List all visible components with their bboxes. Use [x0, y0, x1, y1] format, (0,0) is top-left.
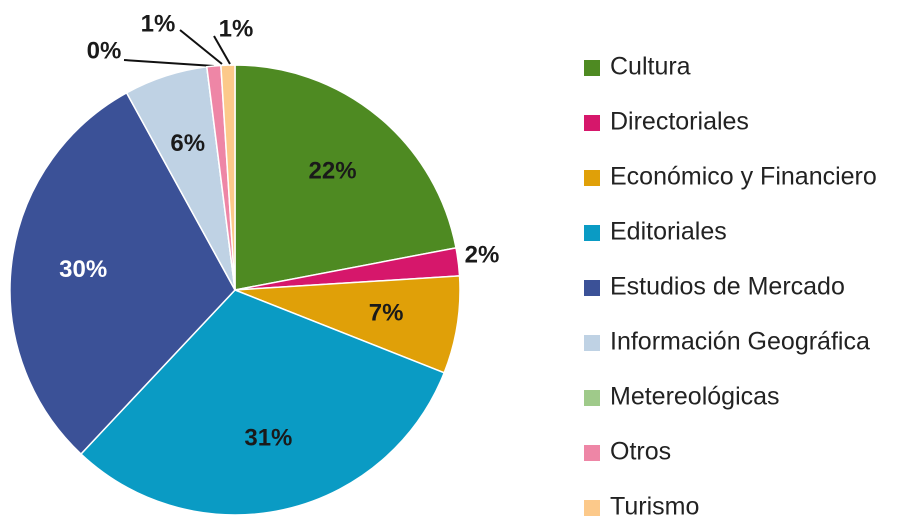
- legend-label: Económico y Financiero: [610, 163, 877, 191]
- legend-swatch: [584, 335, 600, 351]
- legend-label: Editoriales: [610, 218, 727, 246]
- legend-label: Directoriales: [610, 108, 749, 136]
- legend-label: Estudios de Mercado: [610, 273, 845, 301]
- leader-line: [123, 59, 215, 67]
- data-label: 0%: [87, 37, 122, 64]
- pie-slice: [220, 64, 236, 291]
- pie-slice: [9, 91, 236, 456]
- legend-swatch: [584, 115, 600, 131]
- legend-label: Información Geográfica: [610, 328, 870, 356]
- data-label: 31%: [244, 425, 292, 452]
- legend-swatch: [584, 170, 600, 186]
- data-label: 1%: [141, 10, 176, 37]
- legend-swatch: [584, 500, 600, 516]
- leader-line: [179, 29, 223, 65]
- data-label: 7%: [369, 299, 404, 326]
- legend-swatch: [584, 390, 600, 406]
- pie-slice: [79, 289, 446, 516]
- data-label: 30%: [59, 256, 107, 283]
- pie-slice: [234, 64, 457, 291]
- data-label: 2%: [465, 241, 500, 268]
- legend-swatch: [584, 445, 600, 461]
- legend-swatch: [584, 280, 600, 296]
- legend-label: Metereológicas: [610, 383, 780, 411]
- data-label: 1%: [219, 15, 254, 42]
- data-label: 22%: [309, 157, 357, 184]
- legend-label: Otros: [610, 438, 671, 466]
- legend-label: Turismo: [610, 493, 699, 521]
- legend-label: Cultura: [610, 53, 691, 81]
- leader-line: [213, 35, 231, 65]
- data-label: 6%: [170, 130, 205, 157]
- legend-swatch: [584, 60, 600, 76]
- legend-swatch: [584, 225, 600, 241]
